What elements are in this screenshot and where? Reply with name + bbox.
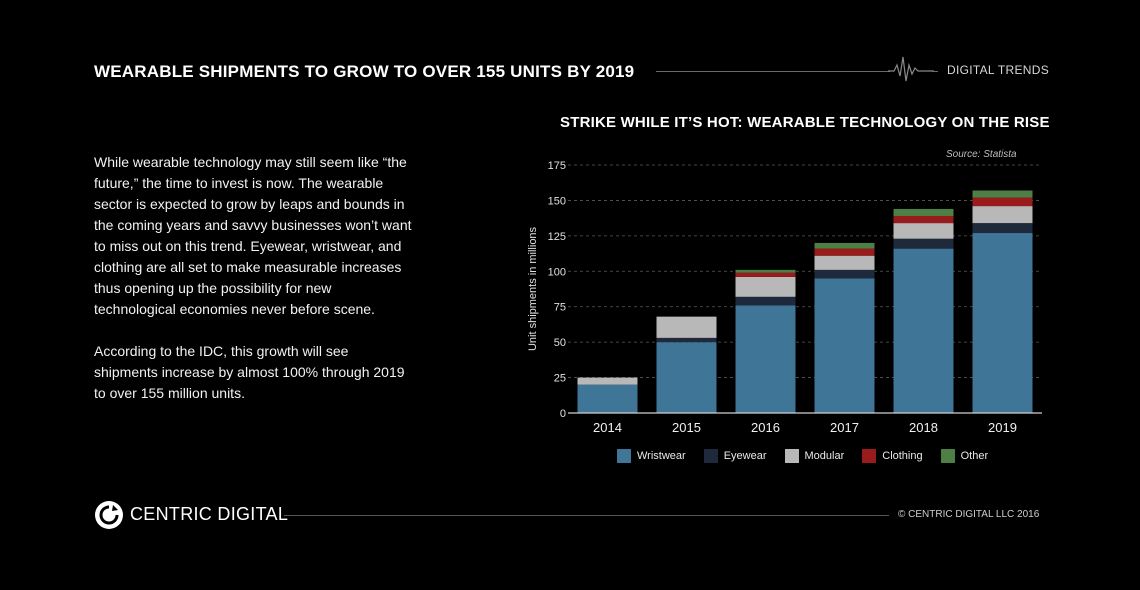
bar-modular-2014	[577, 377, 638, 385]
chart-legend: Wristwear Eyewear Modular Clothing Other	[617, 448, 1006, 464]
bar-wristwear-2017	[814, 278, 875, 413]
legend-item-clothing: Clothing	[862, 449, 923, 463]
x-tick-label: 2016	[751, 420, 780, 435]
x-tick-label: 2018	[909, 420, 938, 435]
legend-label: Eyewear	[723, 450, 767, 462]
legend-label: Wristwear	[637, 450, 686, 462]
bar-other-2016	[735, 269, 796, 273]
legend-swatch	[703, 449, 718, 463]
bar-wristwear-2016	[735, 305, 796, 413]
header-divider-right	[932, 71, 938, 72]
footer-divider	[284, 515, 889, 516]
bar-modular-2018	[893, 223, 954, 239]
intro-text: While wearable technology may still seem…	[94, 152, 414, 425]
bar-eyewear-2017	[814, 269, 875, 279]
bar-wristwear-2014	[577, 384, 638, 413]
legend-label: Clothing	[882, 450, 923, 462]
legend-swatch	[862, 449, 877, 463]
footer-copyright: © CENTRIC DIGITAL LLC 2016	[898, 509, 1040, 520]
y-tick-label: 25	[554, 373, 566, 385]
bar-other-2018	[893, 208, 954, 217]
bar-clothing-2018	[893, 216, 954, 224]
legend-item-eyewear: Eyewear	[703, 449, 767, 463]
legend-item-wristwear: Wristwear	[617, 449, 686, 463]
bar-clothing-2016	[735, 272, 796, 277]
x-tick-label: 2019	[988, 420, 1017, 435]
bar-eyewear-2018	[893, 238, 954, 249]
pulse-icon	[888, 56, 934, 82]
legend-swatch	[784, 449, 799, 463]
x-tick-label: 2017	[830, 420, 859, 435]
y-tick-label: 100	[548, 266, 566, 278]
page-title: WEARABLE SHIPMENTS TO GROW TO OVER 155 U…	[94, 62, 635, 81]
y-tick-label: 0	[560, 408, 566, 420]
legend-swatch	[617, 449, 631, 463]
bar-wristwear-2018	[893, 248, 954, 413]
legend-item-other: Other	[940, 449, 989, 463]
bar-modular-2019	[972, 206, 1033, 224]
stacked-bar-chart: 0 25 50 75 100 125 150 175 Unit shipments in mil…	[527, 160, 1042, 435]
intro-paragraph-1: While wearable technology may still seem…	[94, 154, 412, 317]
y-tick-label: 75	[554, 302, 566, 314]
bar-modular-2016	[735, 276, 796, 297]
legend-swatch	[940, 449, 955, 463]
bar-clothing-2019	[972, 197, 1033, 207]
bar-other-2017	[814, 242, 875, 249]
bar-wristwear-2015	[656, 342, 717, 413]
bar-modular-2015	[656, 316, 717, 338]
bar-modular-2017	[814, 255, 875, 270]
bar-clothing-2017	[814, 248, 875, 256]
header-divider	[656, 71, 890, 72]
x-tick-label: 2014	[593, 420, 622, 435]
header-brand: DIGITAL TRENDS	[947, 63, 1049, 77]
y-tick-label: 50	[554, 337, 566, 349]
intro-paragraph-2: According to the IDC, this growth will s…	[94, 343, 405, 401]
bar-eyewear-2015	[656, 337, 717, 343]
legend-label: Other	[960, 450, 989, 462]
bar-wristwear-2019	[972, 233, 1033, 413]
chart-source: Source: Statista	[946, 149, 1017, 160]
legend-item-modular: Modular	[784, 449, 845, 463]
x-tick-label: 2015	[672, 420, 701, 435]
bar-eyewear-2016	[735, 296, 796, 306]
chart-title: STRIKE WHILE IT’S HOT: WEARABLE TECHNOLO…	[560, 114, 1050, 131]
y-axis-label: Unit shipments in millions	[527, 226, 539, 351]
bar-eyewear-2019	[972, 223, 1033, 234]
y-tick-label: 175	[548, 160, 566, 172]
footer-brand: CENTRIC DIGITAL	[130, 504, 289, 524]
legend-label: Modular	[804, 450, 845, 462]
y-tick-label: 150	[548, 195, 566, 207]
bar-other-2019	[972, 190, 1033, 198]
centric-digital-logo-icon	[95, 501, 123, 529]
y-tick-label: 125	[548, 231, 566, 243]
